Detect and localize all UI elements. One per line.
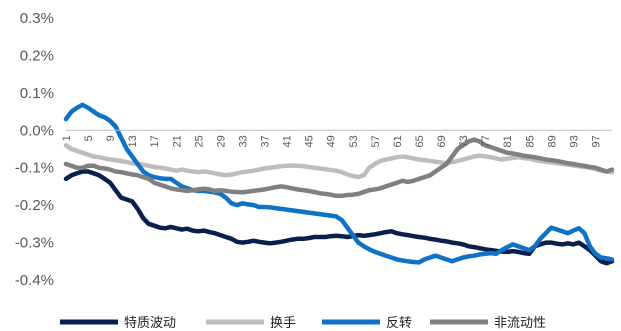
x-tick-label: 25 [193,135,205,147]
legend-label: 特质波动 [124,316,176,331]
x-tick-label: 5 [83,135,95,141]
y-tick-label: -0.2% [15,197,54,214]
x-tick-label: 57 [370,135,382,147]
x-tick-label: 1 [61,135,73,141]
x-tick-label: 53 [348,135,360,147]
y-tick-label: 0.0% [20,122,54,139]
x-tick-label: 9 [105,135,117,141]
x-tick-label: 81 [502,135,514,147]
x-tick-label: 69 [436,135,448,147]
x-tick-label: 29 [215,135,227,147]
x-tick-label: 41 [282,135,294,147]
legend-label: 换手 [270,316,296,331]
y-tick-label: -0.4% [15,272,54,289]
x-tick-label: 97 [590,135,602,147]
legend-label: 非流动性 [494,316,546,331]
x-tick-label: 73 [458,135,470,147]
y-axis-tick-labels: 0.3% 0.2% 0.1% 0.0% -0.1% -0.2% -0.3% -0.4% [15,10,54,289]
legend: 特质波动 换手 反转 非流动性 [60,316,546,331]
series-line-1 [63,169,615,266]
x-tick-label: 65 [414,135,426,147]
series-line-4 [63,137,615,199]
series-line-3 [63,102,615,265]
x-tick-label: 89 [546,135,558,147]
x-tick-label: 85 [524,135,536,147]
x-tick-label: 37 [260,135,272,147]
y-tick-label: 0.2% [20,47,54,64]
x-axis-tick-labels: 1 5 9 13 17 21 25 29 33 37 41 45 49 53 57 61 65 69 73 77 81 8… [61,135,602,147]
x-tick-label: 45 [304,135,316,147]
x-tick-label: 93 [568,135,580,147]
series-line-2 [63,143,615,180]
x-tick-label: 61 [392,135,404,147]
legend-label: 反转 [386,316,412,331]
x-tick-label: 49 [326,135,338,147]
y-tick-label: 0.3% [20,10,54,27]
y-tick-label: -0.3% [15,235,54,252]
x-tick-label: 77 [480,135,492,147]
x-tick-label: 17 [149,135,161,147]
x-tick-label: 13 [127,135,139,147]
x-tick-label: 33 [237,135,249,147]
y-tick-label: 0.1% [20,85,54,102]
plot-area [63,102,615,266]
x-tick-label: 21 [171,135,183,147]
y-tick-label: -0.1% [15,160,54,177]
